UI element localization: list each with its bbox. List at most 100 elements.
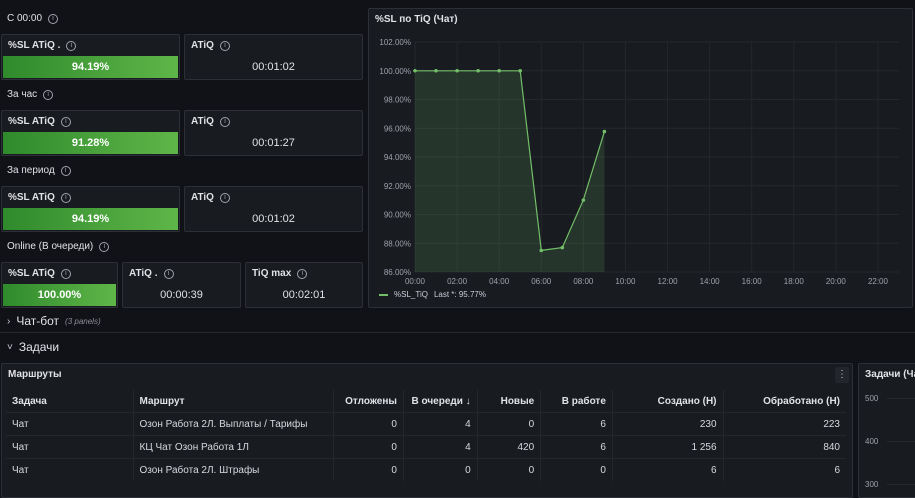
x-tick-label: 12:00: [658, 277, 679, 286]
info-icon[interactable]: i: [99, 241, 110, 252]
atiq-panel-online[interactable]: ATiQ . i 00:00:39: [122, 262, 241, 308]
column-header[interactable]: В работе: [540, 390, 613, 413]
chevron-right-icon: ›: [7, 315, 11, 327]
row-panel-count: (3 panels): [65, 316, 101, 326]
panel-title: ATiQ: [191, 192, 214, 203]
divider: [0, 332, 915, 333]
column-header[interactable]: Задача: [12, 395, 47, 407]
info-icon[interactable]: i: [219, 116, 230, 127]
chevron-down-icon: ˅: [7, 341, 13, 353]
info-icon[interactable]: i: [60, 192, 71, 203]
info-icon[interactable]: i: [60, 165, 71, 176]
routes-table-panel[interactable]: Маршруты ⋮ Задача Маршрут Отложены В очеред…: [1, 363, 853, 498]
info-icon[interactable]: i: [43, 89, 54, 100]
info-icon[interactable]: i: [163, 268, 174, 279]
sl-atiq-panel-online[interactable]: %SL ATiQ i 100.00%: [1, 262, 118, 308]
atiq-panel-period[interactable]: ATiQ i 00:01:02: [184, 186, 363, 232]
section-label: Online (В очереди): [7, 241, 94, 252]
row-tasks[interactable]: ˅ Задачи: [7, 340, 59, 354]
column-header[interactable]: Обработано (Н): [722, 390, 846, 413]
tiq-max-panel-online[interactable]: TiQ max i 00:02:01: [245, 262, 363, 308]
y-tick-label: 86.00%: [384, 268, 411, 277]
sl-value: 91.28%: [3, 132, 178, 154]
panel-title: %SL ATiQ: [8, 116, 55, 127]
y-tick-label: 98.00%: [384, 96, 411, 105]
info-icon[interactable]: i: [297, 268, 308, 279]
info-icon[interactable]: i: [48, 13, 59, 24]
table-row[interactable]: Чат Озон Работа 2Л. Выплаты / Тарифы 0 4 0 6 2…: [6, 412, 846, 436]
sl-tiq-chart: 86.00% 88.00% 90.00% 92.00% 94.00% 96.00% 98.0…: [379, 38, 899, 286]
y-tick-label: 300: [865, 480, 879, 489]
legend-series-name: %SL_TiQ: [394, 290, 428, 299]
info-icon[interactable]: i: [60, 268, 71, 279]
table-cell: 6: [722, 458, 846, 481]
sl-atiq-panel-last-hour[interactable]: %SL ATiQ i 91.28%: [1, 110, 180, 156]
table-cell: Чат: [6, 458, 134, 481]
table-row[interactable]: Чат Озон Работа 2Л. Штрафы 0 0 0 0 6 6: [6, 458, 846, 481]
column-header[interactable]: Маршрут: [132, 390, 334, 413]
info-icon[interactable]: i: [66, 40, 77, 51]
x-tick-label: 14:00: [700, 277, 721, 286]
sl-tiq-chart-panel[interactable]: %SL по TiQ (Чат) 86.00% 88.00% 90.00% 92.00…: [368, 8, 913, 308]
atiq-value: 00:01:27: [252, 137, 295, 149]
y-tick-label: 96.00%: [384, 124, 411, 133]
info-icon[interactable]: i: [60, 116, 71, 127]
panel-title: %SL ATiQ: [8, 192, 55, 203]
panel-title: Маршруты: [8, 369, 62, 380]
data-point: [518, 68, 523, 73]
data-point: [455, 68, 459, 73]
y-tick-label: 90.00%: [384, 211, 411, 220]
info-icon[interactable]: i: [219, 40, 230, 51]
panel-title: ATiQ: [191, 116, 214, 127]
table-cell: 6: [611, 458, 724, 481]
tiq-max-value: 00:02:01: [282, 289, 326, 301]
section-header-last-hour: За час i: [7, 89, 54, 100]
sl-atiq-panel-period[interactable]: %SL ATiQ i 94.19%: [1, 186, 180, 232]
table-cell: 223: [722, 412, 846, 436]
table-cell: Озон Работа 2Л. Выплаты / Тарифы: [132, 412, 334, 436]
table-cell: КЦ Чат Озон Работа 1Л: [132, 435, 334, 459]
panel-title: Задачи (Ча: [865, 369, 915, 380]
column-header[interactable]: Создано (Н): [611, 390, 724, 413]
grid-line: [887, 398, 915, 399]
info-icon[interactable]: i: [219, 192, 230, 203]
table-cell: 4: [402, 412, 478, 436]
panel-menu-icon[interactable]: ⋮: [835, 367, 849, 383]
atiq-value: 00:01:02: [252, 213, 295, 225]
data-point: [497, 68, 501, 73]
table-cell: Озон Работа 2Л. Штрафы: [132, 458, 334, 481]
table-row[interactable]: Чат КЦ Чат Озон Работа 1Л 0 4 420 6 1 256 840: [6, 435, 846, 459]
data-point: [476, 68, 480, 73]
y-tick-label: 102.00%: [379, 38, 411, 47]
table-cell: Чат: [6, 412, 134, 436]
atiq-panel-since-midnight[interactable]: ATiQ i 00:01:02: [184, 34, 363, 80]
column-header[interactable]: Отложены: [333, 390, 404, 413]
table-cell: 6: [540, 412, 613, 436]
panel-title: %SL ATiQ .: [8, 40, 61, 51]
y-tick-label: 92.00%: [384, 182, 411, 191]
sl-atiq-panel-since-midnight[interactable]: %SL ATiQ . i 94.19%: [1, 34, 180, 80]
table-cell: 840: [722, 435, 846, 459]
data-point: [560, 245, 565, 250]
x-tick-label: 02:00: [447, 277, 468, 286]
x-tick-label: 06:00: [531, 277, 552, 286]
panel-title: %SL ATiQ: [8, 268, 55, 279]
sl-value: 100.00%: [3, 284, 116, 306]
x-tick-label: 18:00: [784, 277, 805, 286]
table-cell: 420: [476, 435, 541, 459]
table-cell: 0: [333, 435, 404, 459]
column-header[interactable]: Новые: [476, 390, 541, 413]
x-tick-label: 16:00: [742, 277, 763, 286]
x-tick-label: 00:00: [405, 277, 426, 286]
column-header[interactable]: В очереди ↓: [402, 390, 478, 413]
data-point: [413, 68, 417, 73]
y-tick-label: 88.00%: [384, 239, 411, 248]
grid-line: [887, 484, 915, 485]
legend-last-value: Last *: 95.77%: [433, 290, 486, 299]
row-chatbot[interactable]: › Чат-бот (3 panels): [7, 314, 101, 328]
tasks-chart-panel[interactable]: Задачи (Ча 500 400 300: [858, 363, 915, 498]
chart-legend[interactable]: %SL_TiQ Last *: 95.77%: [379, 290, 486, 299]
x-tick-label: 04:00: [489, 277, 510, 286]
table-cell: 6: [540, 435, 613, 459]
atiq-panel-last-hour[interactable]: ATiQ i 00:01:27: [184, 110, 363, 156]
